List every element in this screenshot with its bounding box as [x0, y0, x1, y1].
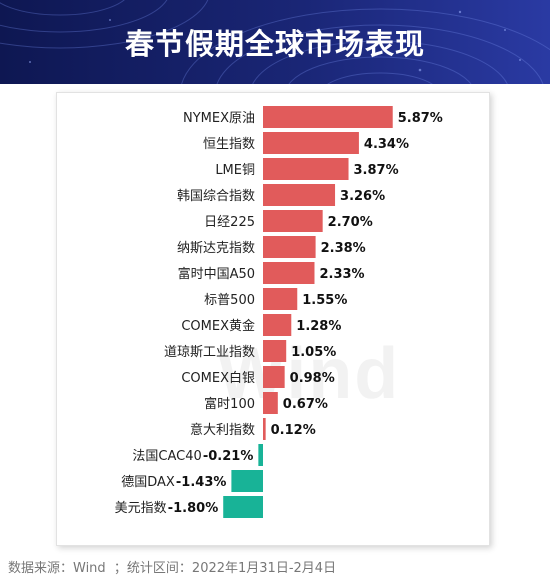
page-title: 春节假期全球市场表现 — [124, 27, 425, 61]
source-footnote: 数据来源：Wind ；统计区间：2022年1月31日-2月4日 — [8, 561, 337, 576]
category-label-13: 法国CAC40 — [132, 449, 201, 464]
banner-background — [0, 0, 550, 84]
value-label-11: 0.67% — [283, 397, 328, 412]
category-label-7: 标普500 — [204, 293, 255, 308]
bar-13 — [258, 444, 263, 466]
bar-12 — [263, 418, 266, 440]
bar-11 — [263, 392, 278, 414]
value-label-9: 1.05% — [291, 345, 336, 360]
bar-3 — [263, 184, 336, 206]
bar-14 — [231, 470, 263, 492]
value-label-12: 0.12% — [271, 423, 316, 438]
category-label-8: COMEX黄金 — [181, 318, 255, 334]
category-label-2: LME铜 — [215, 163, 255, 178]
category-label-11: 富时100 — [204, 396, 255, 412]
value-label-6: 2.33% — [319, 267, 364, 282]
category-label-5: 纳斯达克指数 — [177, 241, 255, 256]
value-label-10: 0.98% — [290, 371, 335, 386]
category-label-1: 恒生指数 — [203, 137, 255, 152]
category-label-6: 富时中国A50 — [178, 266, 255, 282]
bar-0 — [263, 106, 393, 128]
value-label-1: 4.34% — [364, 137, 409, 152]
bar-chart: 5.87% NYMEX原油 4.34% 恒生指数 3.87% LME铜 3.26% 韩国综合指… — [115, 106, 443, 518]
category-label-0: NYMEX原油 — [183, 111, 255, 126]
category-label-12: 意大利指数 — [190, 422, 255, 438]
value-label-15: -1.80% — [168, 501, 219, 516]
wind-watermark: Wind — [217, 334, 401, 414]
value-label-0: 5.87% — [398, 111, 443, 126]
bar-10 — [263, 366, 285, 388]
value-label-14: -1.43% — [176, 475, 227, 490]
bar-9 — [263, 340, 287, 362]
value-label-2: 3.87% — [354, 163, 399, 178]
bar-2 — [263, 158, 349, 180]
value-label-3: 3.26% — [340, 189, 385, 204]
bar-8 — [263, 314, 292, 336]
value-label-8: 1.28% — [296, 319, 341, 334]
category-label-4: 日经225 — [204, 215, 255, 230]
value-label-7: 1.55% — [302, 293, 347, 308]
bar-6 — [263, 262, 315, 284]
category-label-10: COMEX白银 — [181, 370, 255, 386]
bar-7 — [263, 288, 298, 310]
bar-15 — [223, 496, 263, 518]
value-label-5: 2.38% — [321, 241, 366, 256]
category-label-14: 德国DAX — [121, 475, 175, 490]
chart-panel: Wind 5.87% NYMEX原油 4.34% 恒生指数 3.87% LME铜 3.26%… — [56, 92, 490, 546]
bar-4 — [263, 210, 323, 232]
category-label-3: 韩国综合指数 — [177, 189, 255, 204]
category-label-9: 道琼斯工业指数 — [164, 345, 255, 360]
bar-1 — [263, 132, 359, 154]
value-label-4: 2.70% — [328, 215, 373, 230]
header-banner: 春节假期全球市场表现 — [0, 0, 550, 84]
category-label-15: 美元指数 — [115, 501, 167, 516]
bar-5 — [263, 236, 316, 258]
value-label-13: -0.21% — [203, 449, 254, 464]
